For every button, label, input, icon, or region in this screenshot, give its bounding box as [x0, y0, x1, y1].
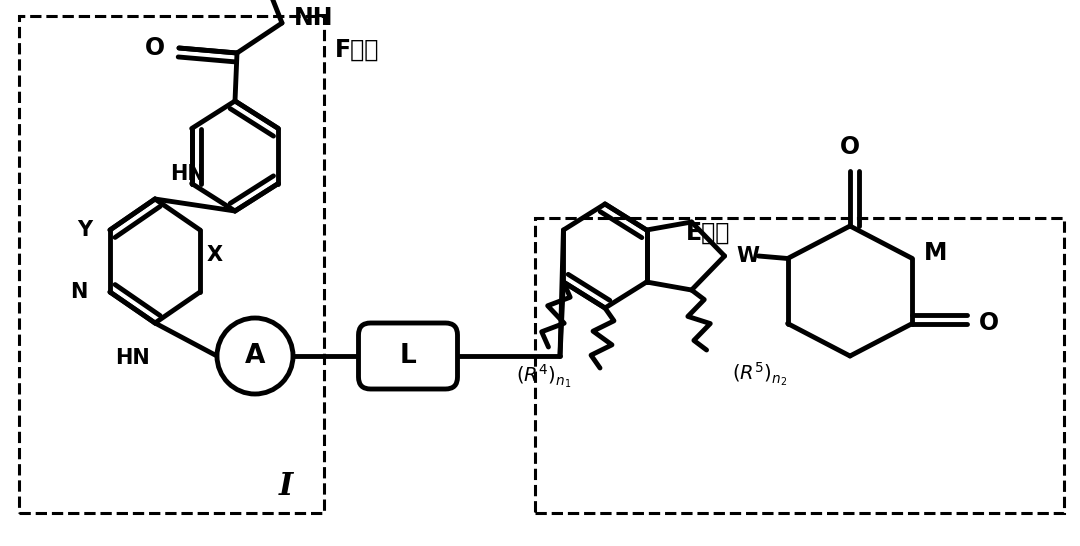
Text: X: X: [207, 245, 224, 265]
Text: A: A: [245, 343, 266, 369]
Text: M: M: [924, 241, 948, 265]
FancyBboxPatch shape: [359, 323, 458, 389]
Text: I: I: [279, 471, 294, 502]
Text: Y: Y: [77, 220, 92, 240]
Text: N: N: [70, 282, 87, 302]
Text: NH: NH: [294, 6, 334, 30]
Text: $(R^5)_{n_2}$: $(R^5)_{n_2}$: [731, 360, 787, 388]
Text: $(R^4)_{n_1}$: $(R^4)_{n_1}$: [516, 362, 571, 389]
Text: W: W: [737, 246, 759, 266]
Text: F部分: F部分: [335, 38, 379, 62]
Text: L: L: [400, 343, 417, 369]
Text: E部分: E部分: [686, 221, 730, 245]
Text: HN: HN: [116, 348, 150, 368]
Circle shape: [217, 318, 293, 394]
Text: O: O: [980, 312, 999, 335]
Text: O: O: [145, 36, 165, 60]
Text: O: O: [840, 135, 860, 159]
Text: HN: HN: [170, 164, 205, 184]
